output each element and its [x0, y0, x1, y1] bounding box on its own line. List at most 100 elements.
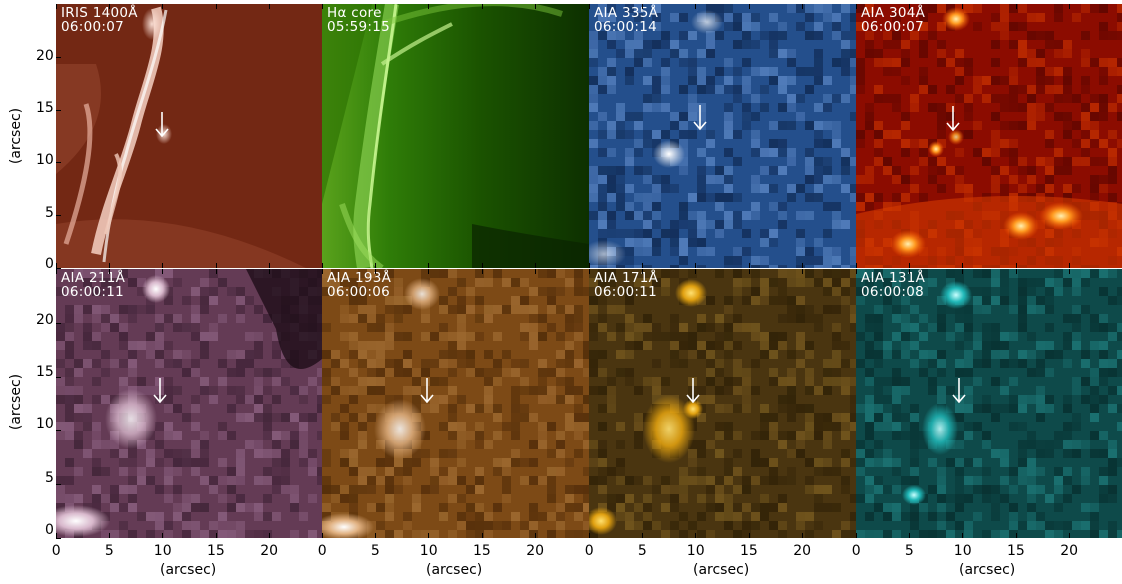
x-tick-mark [695, 263, 697, 268]
x-axis-label: (arcsec) [160, 562, 217, 578]
panel-image [856, 4, 1122, 268]
x-tick-mark [589, 263, 590, 268]
x-tick-label: 20 [793, 543, 812, 559]
y-tick-mark [56, 268, 61, 269]
y-tick-label: 20 [36, 48, 54, 64]
y-tick-mark [56, 109, 61, 111]
x-tick-label: 10 [419, 543, 438, 559]
x-tick-label: 0 [851, 543, 861, 559]
x-tick-mark [215, 269, 217, 274]
panel-iris-1400: IRIS 1400Å 06:00:07 [56, 4, 322, 268]
x-tick-label: 5 [104, 543, 114, 559]
y-tick-mark [56, 162, 61, 164]
x-tick-label: 10 [686, 543, 705, 559]
x-tick-mark [748, 4, 750, 9]
x-tick-mark [748, 533, 750, 538]
x-tick-mark [322, 263, 323, 268]
x-tick-mark [322, 269, 323, 274]
x-tick-mark [909, 4, 911, 9]
panel-image [322, 4, 589, 268]
x-tick-mark [215, 263, 217, 268]
x-tick-mark [909, 269, 911, 274]
panel-image [56, 269, 322, 538]
y-tick-mark [56, 430, 61, 432]
x-tick-mark [642, 533, 644, 538]
x-tick-mark [1068, 533, 1070, 538]
down-arrow-icon [155, 112, 169, 138]
x-tick-mark [695, 269, 697, 274]
x-tick-mark [642, 269, 644, 274]
x-tick-mark [856, 533, 857, 538]
x-tick-mark [534, 533, 536, 538]
x-tick-mark [481, 533, 483, 538]
x-tick-mark [589, 269, 590, 274]
x-tick-mark [428, 263, 430, 268]
y-tick-label: 0 [45, 522, 54, 538]
x-tick-label: 20 [1060, 543, 1079, 559]
x-tick-mark [642, 263, 644, 268]
x-tick-mark [695, 533, 697, 538]
x-tick-mark [56, 4, 57, 9]
x-tick-mark [1068, 4, 1070, 9]
x-tick-mark [801, 263, 803, 268]
down-arrow-icon [420, 378, 434, 404]
x-tick-mark [1068, 269, 1070, 274]
panel-image [322, 269, 589, 538]
x-tick-mark [109, 269, 111, 274]
y-tick-mark [56, 538, 61, 539]
y-tick-label: 5 [45, 205, 54, 221]
panel-image [589, 269, 856, 538]
x-tick-mark [428, 4, 430, 9]
x-tick-mark [642, 4, 644, 9]
x-tick-mark [428, 269, 430, 274]
x-tick-label: 10 [953, 543, 972, 559]
x-tick-mark [162, 263, 164, 268]
x-tick-mark [962, 263, 964, 268]
y-tick-mark [56, 484, 61, 486]
down-arrow-icon [952, 378, 966, 404]
x-tick-mark [1015, 533, 1017, 538]
panel-image [589, 4, 856, 268]
x-tick-label: 15 [740, 543, 758, 559]
x-tick-mark [962, 269, 964, 274]
x-tick-label: 5 [370, 543, 380, 559]
x-tick-mark [856, 269, 857, 274]
down-arrow-icon [153, 378, 167, 404]
x-tick-mark [215, 4, 217, 9]
x-tick-label: 0 [317, 543, 327, 559]
y-tick-mark [56, 215, 61, 217]
x-tick-mark [428, 533, 430, 538]
x-tick-mark [1015, 269, 1017, 274]
panel-halpha: Hα core 05:59:15 [322, 4, 589, 268]
y-tick-label: 15 [36, 364, 54, 380]
y-tick-label: 5 [45, 470, 54, 486]
panel-image [56, 4, 322, 268]
x-tick-mark [481, 4, 483, 9]
x-tick-label: 5 [637, 543, 647, 559]
x-tick-mark [856, 4, 857, 9]
x-tick-mark [534, 4, 536, 9]
x-tick-mark [268, 4, 270, 9]
x-tick-mark [1015, 263, 1017, 268]
y-tick-label: 0 [45, 256, 54, 272]
x-tick-mark [962, 533, 964, 538]
x-tick-label: 20 [260, 543, 279, 559]
x-tick-label: 15 [1007, 543, 1025, 559]
x-tick-mark [375, 269, 377, 274]
panel-aia-131: AIA 131Å 06:00:08 [856, 269, 1122, 538]
x-tick-mark [268, 269, 270, 274]
x-tick-label: 10 [153, 543, 172, 559]
panel-aia-211: AIA 211Å 06:00:11 [56, 269, 322, 538]
panel-aia-171: AIA 171Å 06:00:11 [589, 269, 856, 538]
x-tick-mark [481, 263, 483, 268]
x-tick-mark [162, 533, 164, 538]
x-tick-mark [589, 533, 590, 538]
x-tick-mark [962, 4, 964, 9]
x-tick-mark [162, 269, 164, 274]
x-tick-mark [534, 263, 536, 268]
x-tick-label: 15 [473, 543, 491, 559]
y-tick-label: 10 [36, 416, 54, 432]
y-tick-label: 10 [36, 152, 54, 168]
x-tick-label: 15 [207, 543, 225, 559]
y-tick-mark [56, 376, 61, 378]
